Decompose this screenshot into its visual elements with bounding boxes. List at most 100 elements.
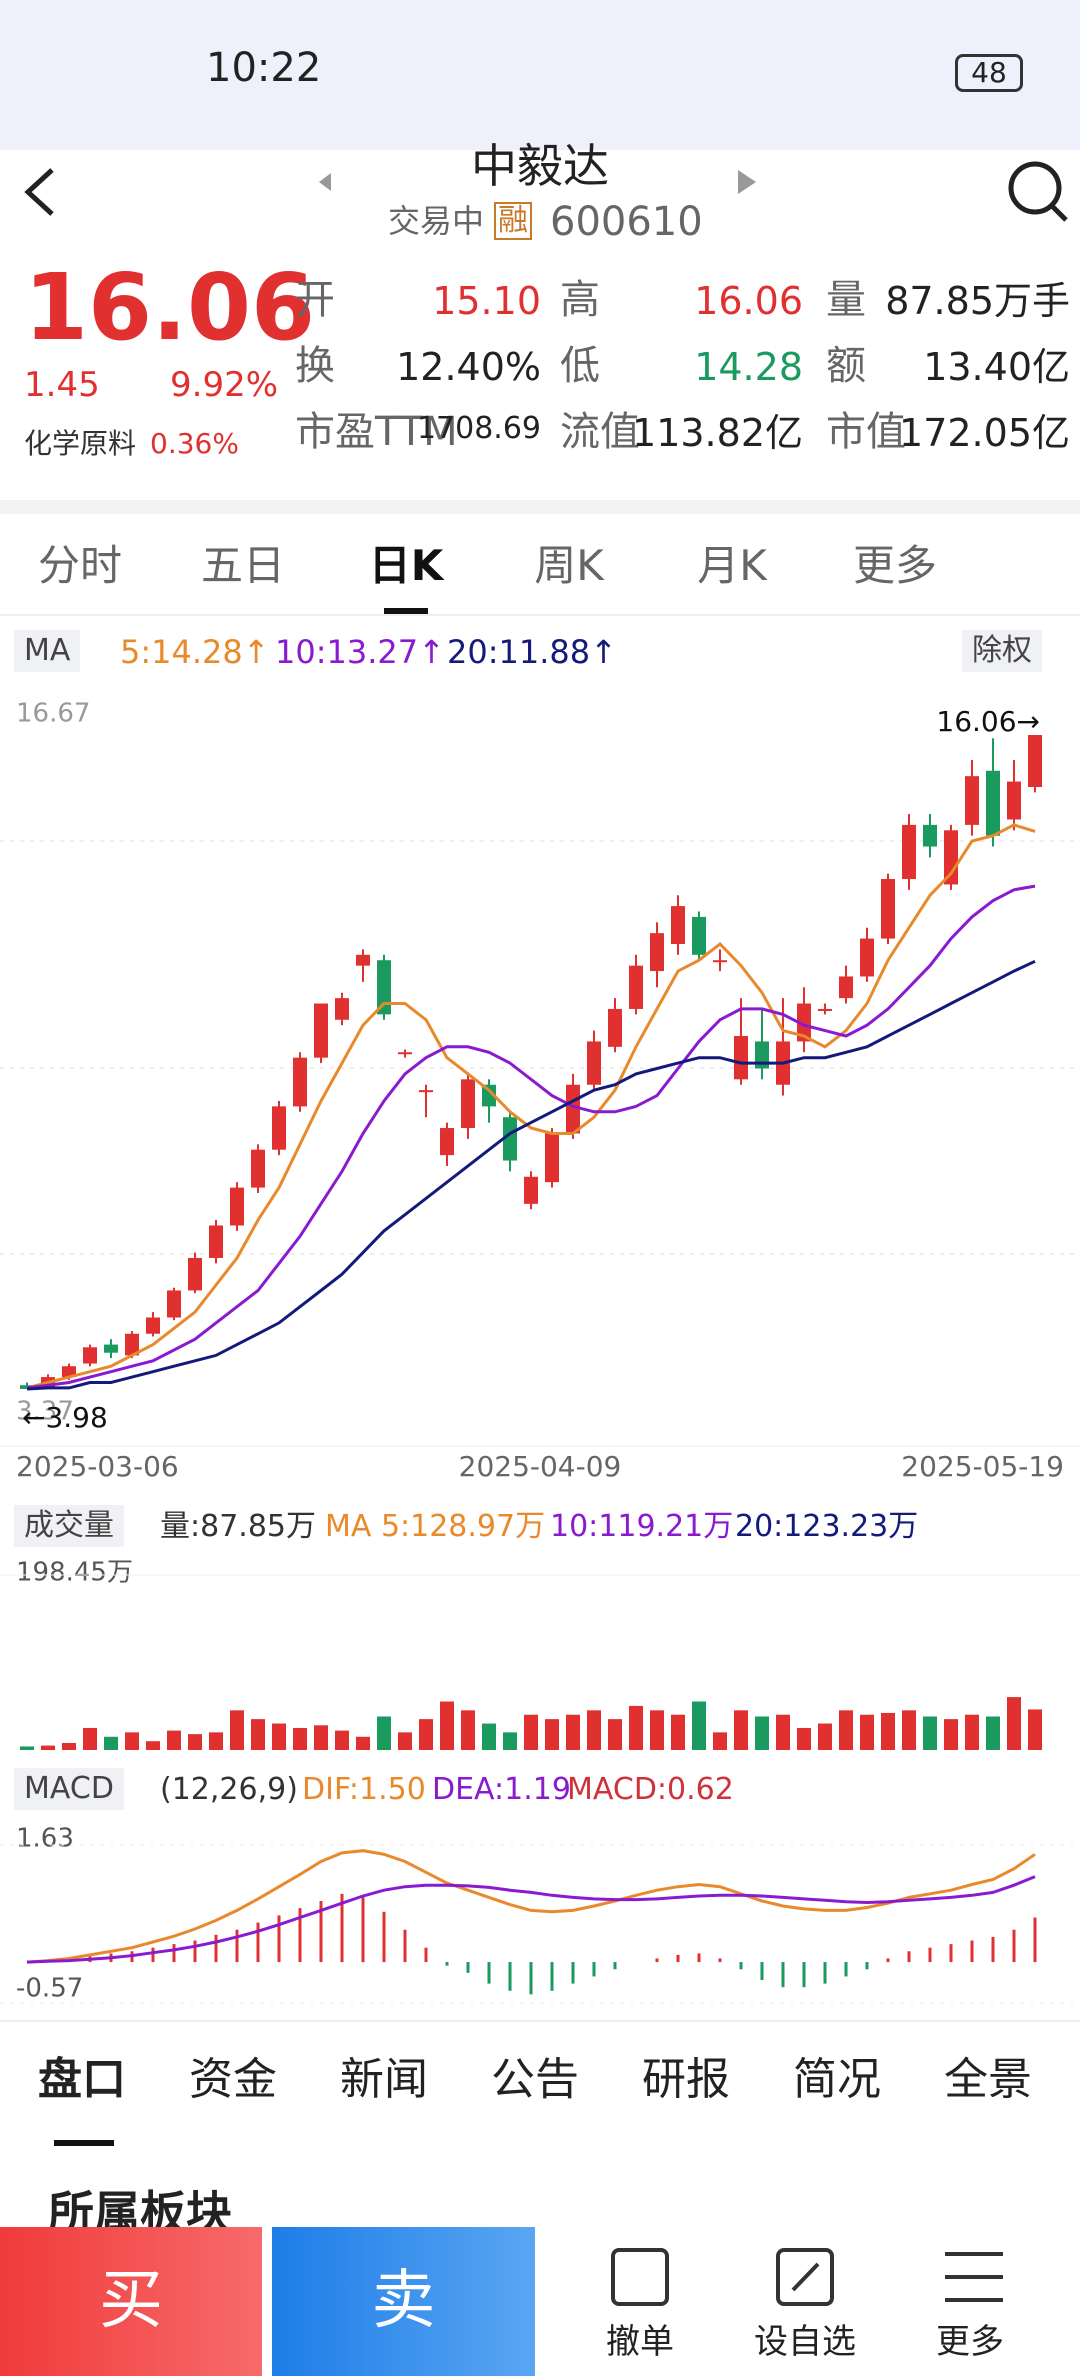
period-tab[interactable]: 五日 [200,541,285,590]
field-value: 172.05亿 [899,411,1070,455]
candle-body [881,879,895,939]
candle-body [104,1344,118,1353]
candle-body [734,1036,748,1080]
candle-body [524,1176,538,1204]
adjust-select[interactable]: 除权 [962,630,1042,672]
volume-bar [209,1732,223,1750]
volume-bar [167,1730,181,1750]
info-tab[interactable]: 新闻 [340,2054,428,2105]
candle-body [125,1333,139,1356]
action-item[interactable]: 更多 [936,2322,1004,2362]
period-tab[interactable]: 日K [368,541,444,590]
ma-line [26,884,1036,1390]
x-tick-label: 2025-05-19 [901,1450,1064,1483]
candle-body [503,1117,517,1161]
field-value: 16.06 [694,279,803,323]
field-value: 113.82亿 [632,411,803,455]
period-tab[interactable]: 分时 [37,541,122,590]
candle-body [419,1090,433,1093]
volume-bar [104,1736,118,1750]
tab-underline: 日K [384,608,428,614]
volume-bar [1007,1697,1021,1750]
battery: 48 [955,54,1023,92]
volume-bar [503,1732,517,1750]
candle-body [482,1084,496,1107]
action-item[interactable]: 设自选 [754,2322,856,2362]
header-bg [0,150,1080,500]
candle-body [797,1003,811,1042]
volume-bar [755,1716,769,1750]
info-tab[interactable]: 研报 [642,2054,730,2105]
divider [0,614,1080,616]
candle-body [629,965,643,1009]
field-label: 额 [826,343,866,389]
volume-bar [41,1745,55,1750]
volume-label: 20:123.23万 [735,1509,919,1544]
candle-body [146,1317,160,1334]
candle-body [356,954,370,966]
volume-bar [125,1732,139,1750]
info-tab[interactable]: 公告 [491,2054,579,2105]
info-tab[interactable]: 简况 [793,2054,881,2105]
volume-bar [545,1719,559,1750]
ma-select[interactable]: MA [14,630,81,672]
volume-bar [776,1714,790,1750]
candle-body [986,770,1000,836]
margin-badge: 融 [494,202,532,240]
volume-bar [650,1710,664,1750]
volume-bar [272,1723,286,1750]
volume-select[interactable]: 成交量 [14,1505,124,1547]
macd-label: DEA:1.19 [432,1772,571,1807]
ma-label: 5:14.28↑ [120,633,270,671]
volume-bar [335,1730,349,1750]
change: 1.45 [24,365,100,405]
volume-bar [230,1710,244,1750]
candle-body [818,1008,832,1011]
volume-bar [377,1716,391,1750]
info-tab[interactable]: 全景 [944,2054,1032,2105]
back [24,168,54,216]
volume-bar [944,1719,958,1750]
macd-chart: -0.57 1.63 [0,1824,1080,2004]
macd-params: (12,26,9) [160,1772,298,1807]
trade-status: 交易中 [388,202,485,240]
info-tab[interactable]: 资金 [189,2054,277,2105]
volume-bar [881,1712,895,1750]
tab-underline [54,2140,114,2146]
ma-label: 20:11.88↑ [447,633,617,671]
field-value: 15.10 [432,279,541,323]
volume-label: 10:119.21万 [550,1509,734,1544]
volume-bar [608,1719,622,1750]
candle-body [209,1225,223,1258]
volume-bar [671,1714,685,1750]
volume-bar [461,1710,475,1750]
period-tab[interactable]: 月K [697,541,767,590]
x-tick-label: 2025-03-06 [16,1450,179,1483]
y-tick-label: 3.37 [16,1397,74,1427]
field-label: 市值 [826,409,906,455]
info-tab[interactable]: 盘口 [38,2054,126,2105]
macd-select[interactable]: MACD [14,1768,124,1810]
undo-icon [611,2248,669,2306]
candle-body [188,1257,202,1291]
field-value: 87.85万手 [885,279,1070,323]
volume-bar [482,1723,496,1750]
candle-body [608,1008,622,1047]
field-label: 换 [295,343,335,389]
period-tab[interactable]: 周K [534,541,604,590]
dea-line [26,1875,1036,1964]
volume-bar [293,1727,307,1750]
action-item[interactable]: 撤单 [606,2322,674,2362]
period-tab[interactable]: 更多 [852,541,937,590]
nav-icons [24,161,1068,222]
volume-bar [440,1701,454,1750]
candle-body [293,1057,307,1107]
buy-button[interactable]: 买 [0,2227,262,2376]
candle-body [692,916,706,955]
candle-body [923,824,937,847]
edit-icon [776,2248,834,2306]
macd-label: MACD:0.62 [567,1772,734,1807]
volume-bar [692,1701,706,1750]
candle-body [335,998,349,1020]
sell-button[interactable]: 卖 [272,2227,535,2376]
